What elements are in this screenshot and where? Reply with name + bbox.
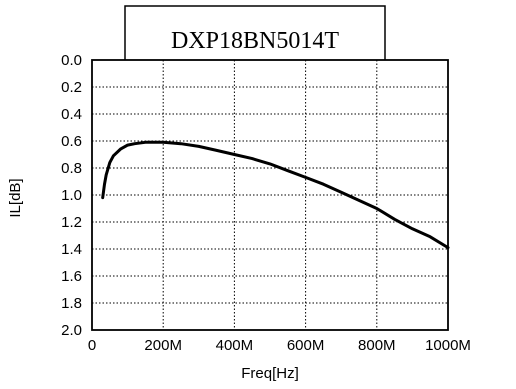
y-tick-label: 2.0 <box>61 322 82 339</box>
series-line <box>101 140 450 250</box>
plot-area <box>91 59 449 331</box>
chart-title: DXP18BN5014T <box>171 28 339 54</box>
y-tick-label: 0.6 <box>61 133 82 150</box>
y-tick-label: 1.6 <box>61 268 82 285</box>
y-axis-ticks: 0.0 0.2 0.4 0.6 0.8 1.0 1.2 1.4 1.6 1.8 2.0 <box>61 52 82 339</box>
x-tick-label: 600M <box>287 337 325 354</box>
grid <box>92 60 448 330</box>
y-tick-label: 0.8 <box>61 160 82 177</box>
x-tick-label: 0 <box>88 337 96 354</box>
x-tick-label: 800M <box>358 337 396 354</box>
y-tick-label: 1.8 <box>61 295 82 312</box>
y-tick-label: 1.2 <box>61 214 82 231</box>
y-tick-label: 1.0 <box>61 187 82 204</box>
y-tick-label: 1.4 <box>61 241 82 258</box>
title-box <box>124 5 386 63</box>
x-tick-label: 400M <box>216 337 254 354</box>
y-tick-label: 0.4 <box>61 106 82 123</box>
x-axis-ticks: 0 200M 400M 600M 800M 1000M <box>88 337 471 354</box>
y-tick-label: 0.2 <box>61 79 82 96</box>
x-tick-label: 200M <box>144 337 182 354</box>
x-axis-label: Freq[Hz] <box>241 365 299 382</box>
y-axis-label: IL[dB] <box>7 178 24 217</box>
series-group <box>101 140 450 250</box>
x-tick-label: 1000M <box>425 337 471 354</box>
y-tick-label: 0.0 <box>61 52 82 69</box>
